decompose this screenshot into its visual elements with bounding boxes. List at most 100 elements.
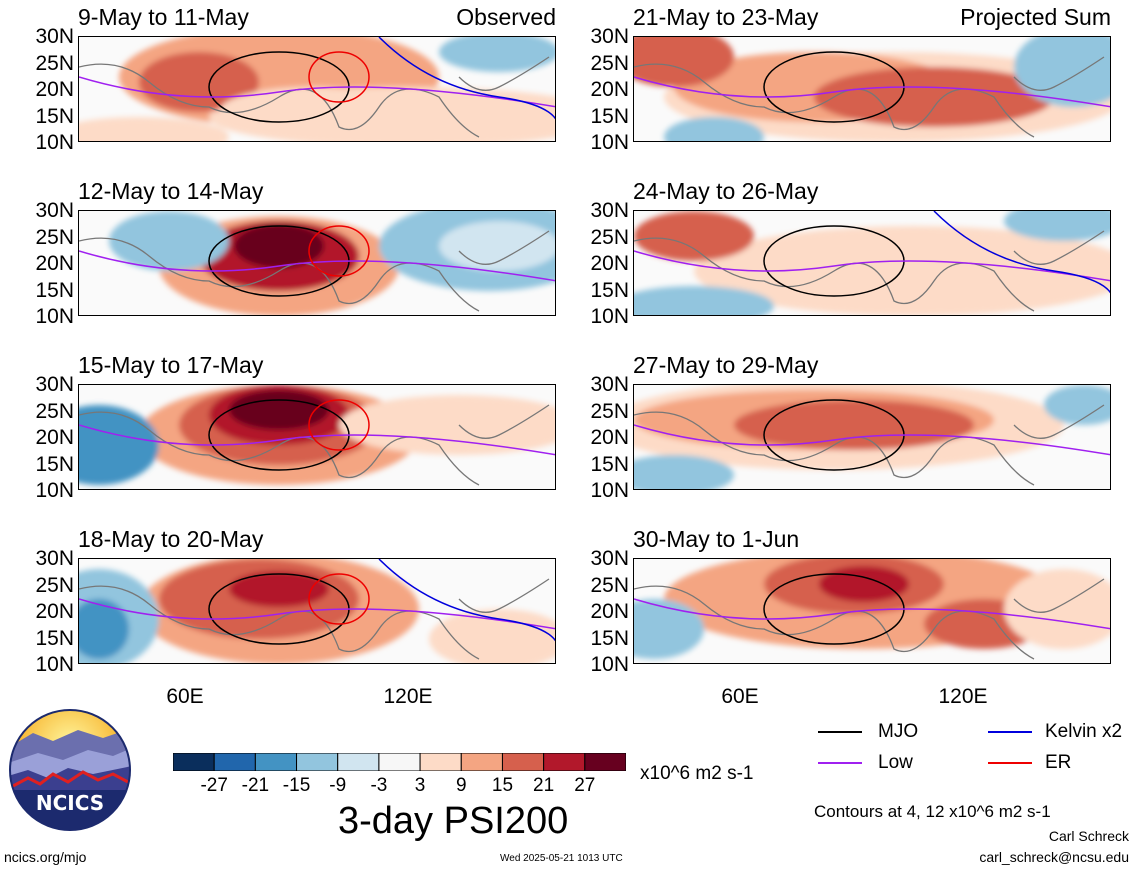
lat-label: 15N <box>35 278 74 302</box>
colorbar-swatch <box>378 752 421 772</box>
map-panel <box>78 210 556 316</box>
kelvin-contour <box>933 211 1110 294</box>
colorbar-swatch <box>213 752 256 772</box>
lat-label: 25N <box>35 225 74 249</box>
author-email: carl_schreck@ncsu.edu <box>979 849 1129 865</box>
low-contour <box>634 250 1110 282</box>
colorbar-swatches <box>172 752 627 772</box>
er-contour <box>308 399 370 451</box>
lon-label: 60E <box>721 685 759 708</box>
coastline <box>634 404 1105 486</box>
colorbar-swatch <box>543 752 586 772</box>
colorbar-tick: -9 <box>329 775 347 796</box>
site-link[interactable]: ncics.org/mjo <box>4 849 87 865</box>
coastline <box>79 56 550 138</box>
panel-title: 27-May to 29-May <box>633 352 819 378</box>
map-panel <box>633 558 1111 664</box>
author: Carl Schreck <box>1048 828 1129 844</box>
main-title: 3-day PSI200 <box>338 800 569 842</box>
low-contour <box>79 598 555 630</box>
low-contour <box>634 424 1110 456</box>
low-contour <box>79 424 555 456</box>
map-panel <box>633 36 1111 142</box>
lat-label: 25N <box>590 573 629 597</box>
panel-title: 12-May to 14-May <box>78 178 264 204</box>
map-field <box>79 385 555 486</box>
colorbar-swatch <box>172 752 215 772</box>
lat-label: 30N <box>35 373 74 396</box>
low-contour <box>634 76 1110 108</box>
lon-label: 120E <box>938 685 988 708</box>
legend-low-line <box>818 762 862 764</box>
legend-low-label: Low <box>878 752 913 773</box>
panel-tag: Observed <box>456 4 556 30</box>
coastline <box>634 230 1105 312</box>
coastline <box>79 230 550 312</box>
map-panel <box>633 210 1111 316</box>
timestamp: Wed 2025-05-21 1013 UTC <box>500 853 623 864</box>
lat-label: 30N <box>590 547 629 570</box>
lat-label: 15N <box>590 626 629 650</box>
colorbar-tick: -21 <box>241 775 270 796</box>
legend-mjo-label: MJO <box>878 721 919 742</box>
ncics-logo: NCICS <box>8 708 132 832</box>
map-field <box>634 385 1110 489</box>
lat-label: 10N <box>35 479 74 502</box>
lat-label: 15N <box>35 626 74 650</box>
coastline <box>79 578 550 660</box>
colorbar-tick: 9 <box>455 775 467 796</box>
lat-label: 20N <box>590 426 629 449</box>
map-field <box>79 559 555 663</box>
lat-label: 10N <box>35 305 74 328</box>
colorbar-swatch <box>584 752 627 772</box>
lat-label: 10N <box>35 653 74 676</box>
logo-text: NCICS <box>36 791 104 815</box>
legend-er-line <box>988 762 1032 764</box>
colorbar-swatch <box>296 752 339 772</box>
colorbar-tick: 21 <box>533 775 555 796</box>
lat-label: 10N <box>590 653 629 676</box>
lat-label: 25N <box>35 399 74 423</box>
map-field <box>634 37 1110 141</box>
panel-title: 30-May to 1-Jun <box>633 526 800 552</box>
er-contour <box>308 573 370 625</box>
lat-label: 10N <box>590 305 629 328</box>
colorbar-swatch <box>254 752 298 772</box>
lat-label: 15N <box>590 278 629 302</box>
colorbar-swatch <box>501 752 545 772</box>
colorbar-tick: -27 <box>200 775 228 796</box>
colorbar-tick: -3 <box>370 775 388 796</box>
colorbar-tick: 27 <box>574 775 596 796</box>
map-field <box>79 211 555 315</box>
panel-title: 15-May to 17-May <box>78 352 264 378</box>
lat-label: 30N <box>35 547 74 570</box>
low-contour <box>634 598 1110 630</box>
map-field <box>79 37 555 141</box>
lat-label: 10N <box>35 131 74 154</box>
lat-label: 30N <box>35 199 74 222</box>
lon-label: 60E <box>166 685 204 708</box>
lat-label: 25N <box>35 51 74 75</box>
panel-title: 18-May to 20-May <box>78 526 264 552</box>
lat-label: 25N <box>35 573 74 597</box>
colorbar-tick: 15 <box>491 775 514 796</box>
map-panel <box>78 384 556 490</box>
map-panel <box>78 558 556 664</box>
map-field <box>634 211 1110 315</box>
contour-note: Contours at 4, 12 x10^6 m2 s-1 <box>814 802 1051 821</box>
colorbar-units: x10^6 m2 s-1 <box>640 763 754 784</box>
lat-label: 25N <box>590 399 629 423</box>
lat-label: 20N <box>590 78 629 101</box>
legend-er-label: ER <box>1045 752 1072 773</box>
legend-kelvin-line <box>988 731 1032 733</box>
lon-label: 120E <box>383 685 433 708</box>
er-contour <box>308 51 370 103</box>
map-panel <box>633 384 1111 490</box>
colorbar-swatch <box>419 752 462 772</box>
er-contour <box>308 225 370 277</box>
lat-label: 30N <box>590 25 629 48</box>
lat-label: 15N <box>35 452 74 476</box>
lat-label: 30N <box>35 25 74 48</box>
colorbar-swatch <box>460 752 503 772</box>
lat-label: 30N <box>590 199 629 222</box>
